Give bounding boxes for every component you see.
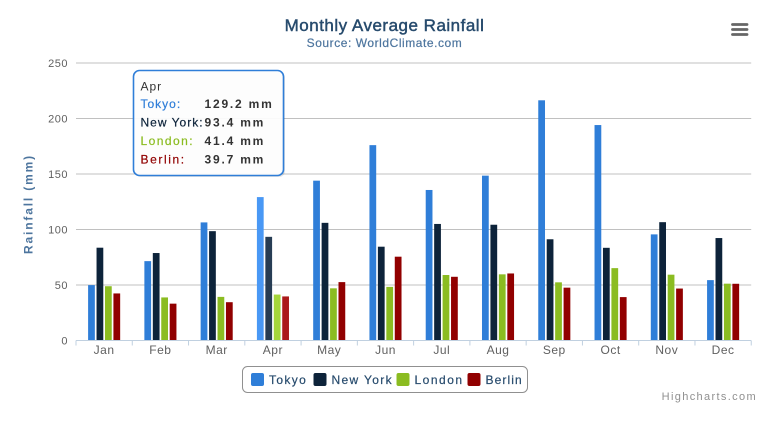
svg-text:London: London [415, 373, 464, 387]
svg-text:Sep: Sep [543, 343, 566, 357]
svg-text:Berlin:: Berlin: [141, 153, 186, 167]
svg-text:Jul: Jul [433, 343, 450, 357]
svg-text:50: 50 [55, 280, 68, 292]
svg-text:London:: London: [141, 134, 195, 148]
svg-text:Oct: Oct [601, 343, 621, 357]
svg-text:Apr: Apr [263, 343, 283, 357]
svg-text:250: 250 [48, 58, 68, 70]
svg-text:Nov: Nov [655, 343, 678, 357]
svg-text:Aug: Aug [487, 343, 510, 357]
svg-text:Monthly Average Rainfall: Monthly Average Rainfall [285, 16, 485, 35]
svg-text:Rainfall (mm): Rainfall (mm) [22, 154, 36, 254]
svg-text:0: 0 [61, 336, 68, 348]
svg-text:Dec: Dec [712, 343, 735, 357]
svg-text:150: 150 [48, 169, 68, 181]
svg-text:Berlin: Berlin [486, 373, 523, 387]
svg-text:200: 200 [48, 114, 68, 126]
svg-text:May: May [317, 343, 341, 357]
svg-text:New York: New York [332, 373, 394, 387]
svg-text:Jun: Jun [375, 343, 396, 357]
svg-text:Tokyo: Tokyo [269, 373, 307, 387]
svg-text:New York:: New York: [141, 116, 204, 130]
svg-text:41.4 mm: 41.4 mm [205, 134, 266, 148]
svg-text:Source: WorldClimate.com: Source: WorldClimate.com [307, 36, 463, 50]
svg-text:93.4 mm: 93.4 mm [205, 116, 266, 130]
svg-text:129.2 mm: 129.2 mm [205, 97, 274, 111]
svg-text:39.7 mm: 39.7 mm [205, 153, 266, 167]
svg-text:Feb: Feb [149, 343, 171, 357]
svg-text:Mar: Mar [206, 343, 228, 357]
svg-text:Apr: Apr [141, 80, 163, 94]
svg-text:Highcharts.com: Highcharts.com [662, 391, 757, 403]
svg-text:Tokyo:: Tokyo: [141, 97, 182, 111]
svg-text:100: 100 [48, 225, 68, 237]
svg-text:Jan: Jan [94, 343, 115, 357]
